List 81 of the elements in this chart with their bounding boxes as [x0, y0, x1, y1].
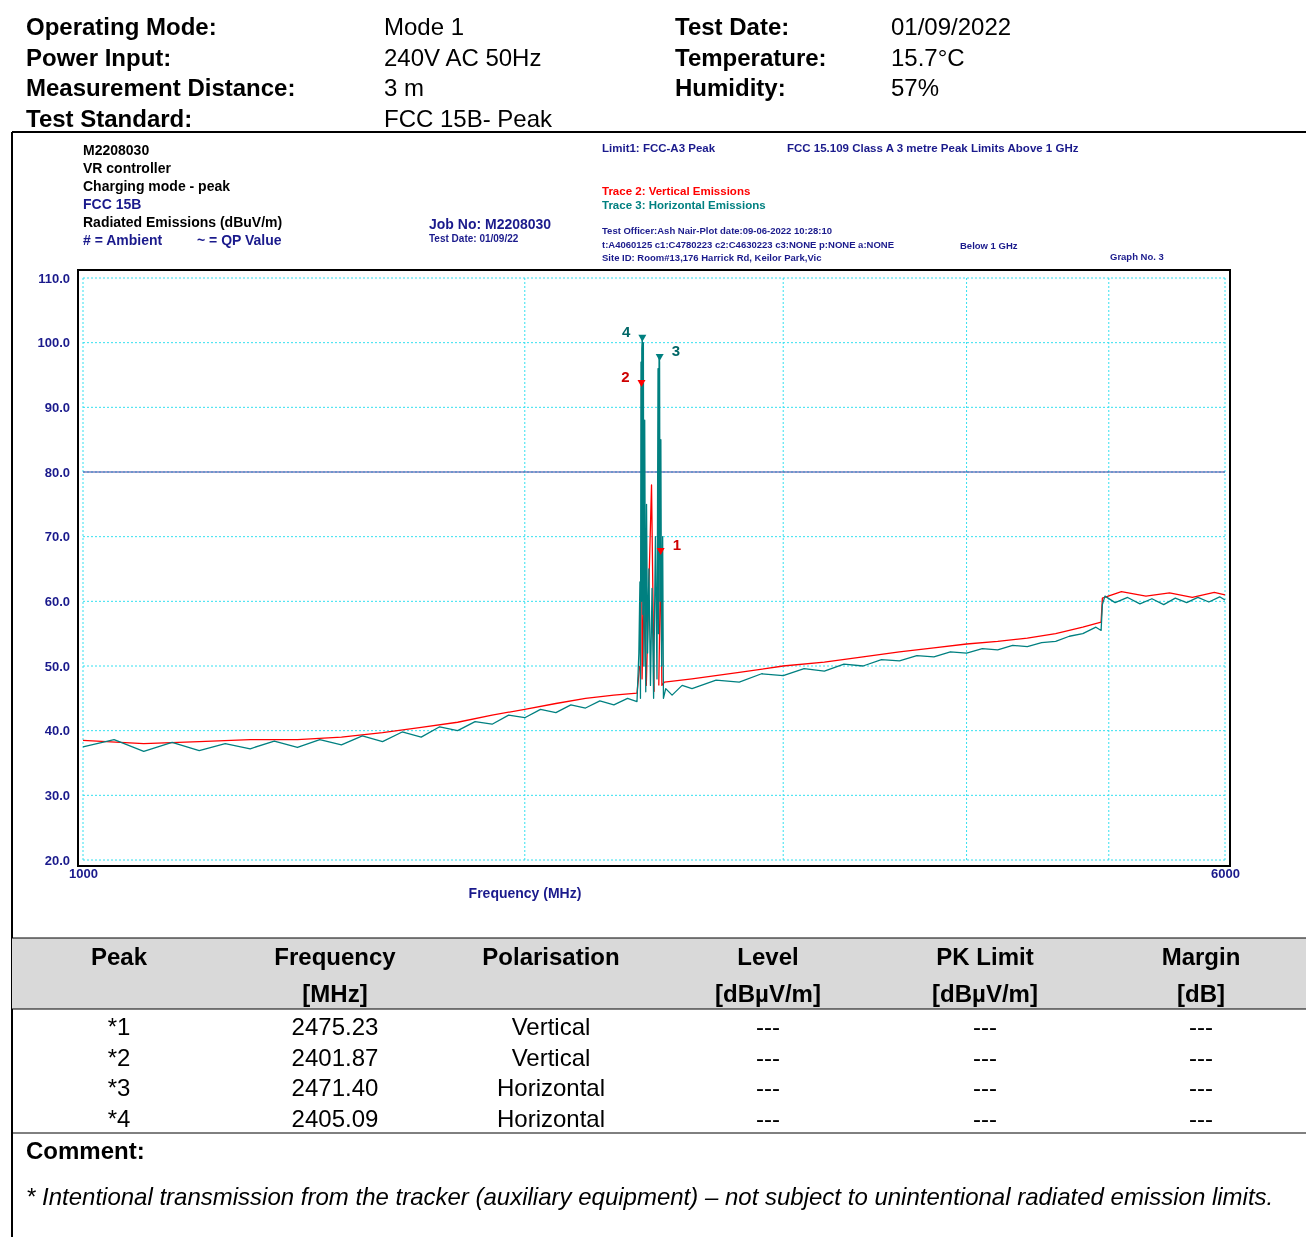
y-tick-label: 40.0: [44, 723, 70, 739]
text: Mode 1: [384, 13, 465, 40]
x-tick-label: 1000: [69, 866, 98, 882]
text: 3 m: [384, 74, 425, 102]
text: PK Limit [dBµV/m]: [932, 943, 1038, 1007]
text: 2405.09: [291, 1105, 379, 1133]
text: Operating Mode:: [26, 13, 217, 40]
y-tick-label: 60.0: [44, 593, 70, 609]
text: FCC 15.109 Class A 3 metre Peak Limits Above 1 GHz: [787, 142, 1079, 154]
text: 57%: [891, 74, 940, 102]
text: Job No: M2208030: [429, 216, 552, 232]
text: Frequency [MHz]: [274, 943, 397, 1007]
text: 2475.23: [291, 1013, 379, 1040]
text: Vertical: [511, 1043, 591, 1071]
y-tick-label: 50.0: [44, 658, 70, 674]
text: # = Ambient: [83, 232, 163, 248]
text: ---: [973, 1043, 997, 1071]
text: Test Date: 01/09/22: [429, 233, 519, 244]
text: Horizontal: [496, 1074, 606, 1102]
text: ---: [756, 1013, 780, 1040]
y-tick-label: 110.0: [38, 270, 70, 286]
text: Charging mode - peak: [83, 178, 231, 194]
text: Trace 3: Horizontal Emissions: [602, 199, 766, 211]
text: 15.7°C: [891, 43, 965, 71]
text: Test Standard:: [26, 105, 193, 133]
text: Test Date:: [675, 13, 790, 40]
annotation: 1: [672, 536, 682, 554]
text: ---: [973, 1074, 997, 1102]
y-tick-label: 30.0: [44, 787, 70, 803]
y-tick-label: 100.0: [37, 335, 70, 351]
annotation: 2: [621, 367, 630, 385]
x-tick-label: 6000: [1211, 866, 1240, 882]
text: Humidity:: [675, 74, 786, 102]
text: ---: [1189, 1105, 1213, 1133]
text: ---: [1189, 1074, 1213, 1102]
text: Trace 2: Vertical Emissions: [602, 185, 751, 197]
y-tick-label: 80.0: [44, 464, 70, 480]
text: t:A4060125 c1:C4780223 c2:C4630223 c3:NONE p:NONE a:NONE: [602, 238, 895, 250]
text: Below 1 GHz: [960, 240, 1018, 251]
text: *4: [107, 1105, 131, 1133]
text: *3: [107, 1074, 131, 1102]
text: FCC 15B: [83, 196, 142, 212]
text: Measurement Distance:: [26, 74, 296, 102]
annotation: 4: [622, 322, 631, 340]
text: ---: [756, 1074, 780, 1102]
text: Radiated Emissions (dBuV/m): [83, 214, 283, 230]
text: Polarisation: [482, 943, 620, 970]
text: *1: [107, 1013, 131, 1040]
text: Limit1: FCC-A3 Peak: [602, 142, 716, 154]
text: VR controller: [83, 160, 172, 176]
text: M2208030: [83, 142, 150, 158]
text: ---: [1189, 1013, 1213, 1040]
text: ~ = QP Value: [197, 232, 282, 248]
text: ---: [973, 1013, 997, 1040]
text: 2401.87: [291, 1043, 379, 1071]
x-axis-title: Frequency (MHz): [468, 885, 582, 901]
y-tick-label: 70.0: [44, 529, 70, 545]
text: ---: [973, 1105, 997, 1133]
text: Power Input:: [26, 43, 172, 71]
text: Graph No. 3: [1110, 251, 1164, 262]
text: 2471.40: [291, 1074, 379, 1102]
y-tick-label: 90.0: [44, 399, 70, 415]
text: FCC 15B- Peak: [384, 105, 554, 133]
text: Site ID: Room#13,176 Harrick Rd, Keilor Park,Vic: [602, 252, 822, 263]
text: 01/09/2022: [891, 13, 1012, 40]
text: Peak: [90, 943, 148, 970]
text: Level [dBµV/m]: [715, 943, 821, 1007]
text: ---: [756, 1043, 780, 1071]
text: Margin [dB]: [1161, 943, 1241, 1007]
text: ---: [1189, 1043, 1213, 1071]
y-tick-label: 20.0: [44, 852, 70, 868]
text: Temperature:: [675, 43, 827, 71]
text: Comment:: [26, 1137, 145, 1164]
text: Horizontal: [496, 1105, 606, 1133]
text: * Intentional transmission from the tracker (auxiliary equipment) – not subject to unintentional radiated emission limits.: [26, 1183, 1274, 1210]
text: Vertical: [511, 1013, 591, 1040]
text: 240V AC 50Hz: [384, 43, 542, 71]
annotation: 3: [671, 342, 681, 360]
text: ---: [756, 1105, 780, 1133]
text: *2: [107, 1043, 131, 1071]
text: Test Officer:Ash Nair-Plot date:09-06-2022 10:28:10: [602, 225, 833, 236]
